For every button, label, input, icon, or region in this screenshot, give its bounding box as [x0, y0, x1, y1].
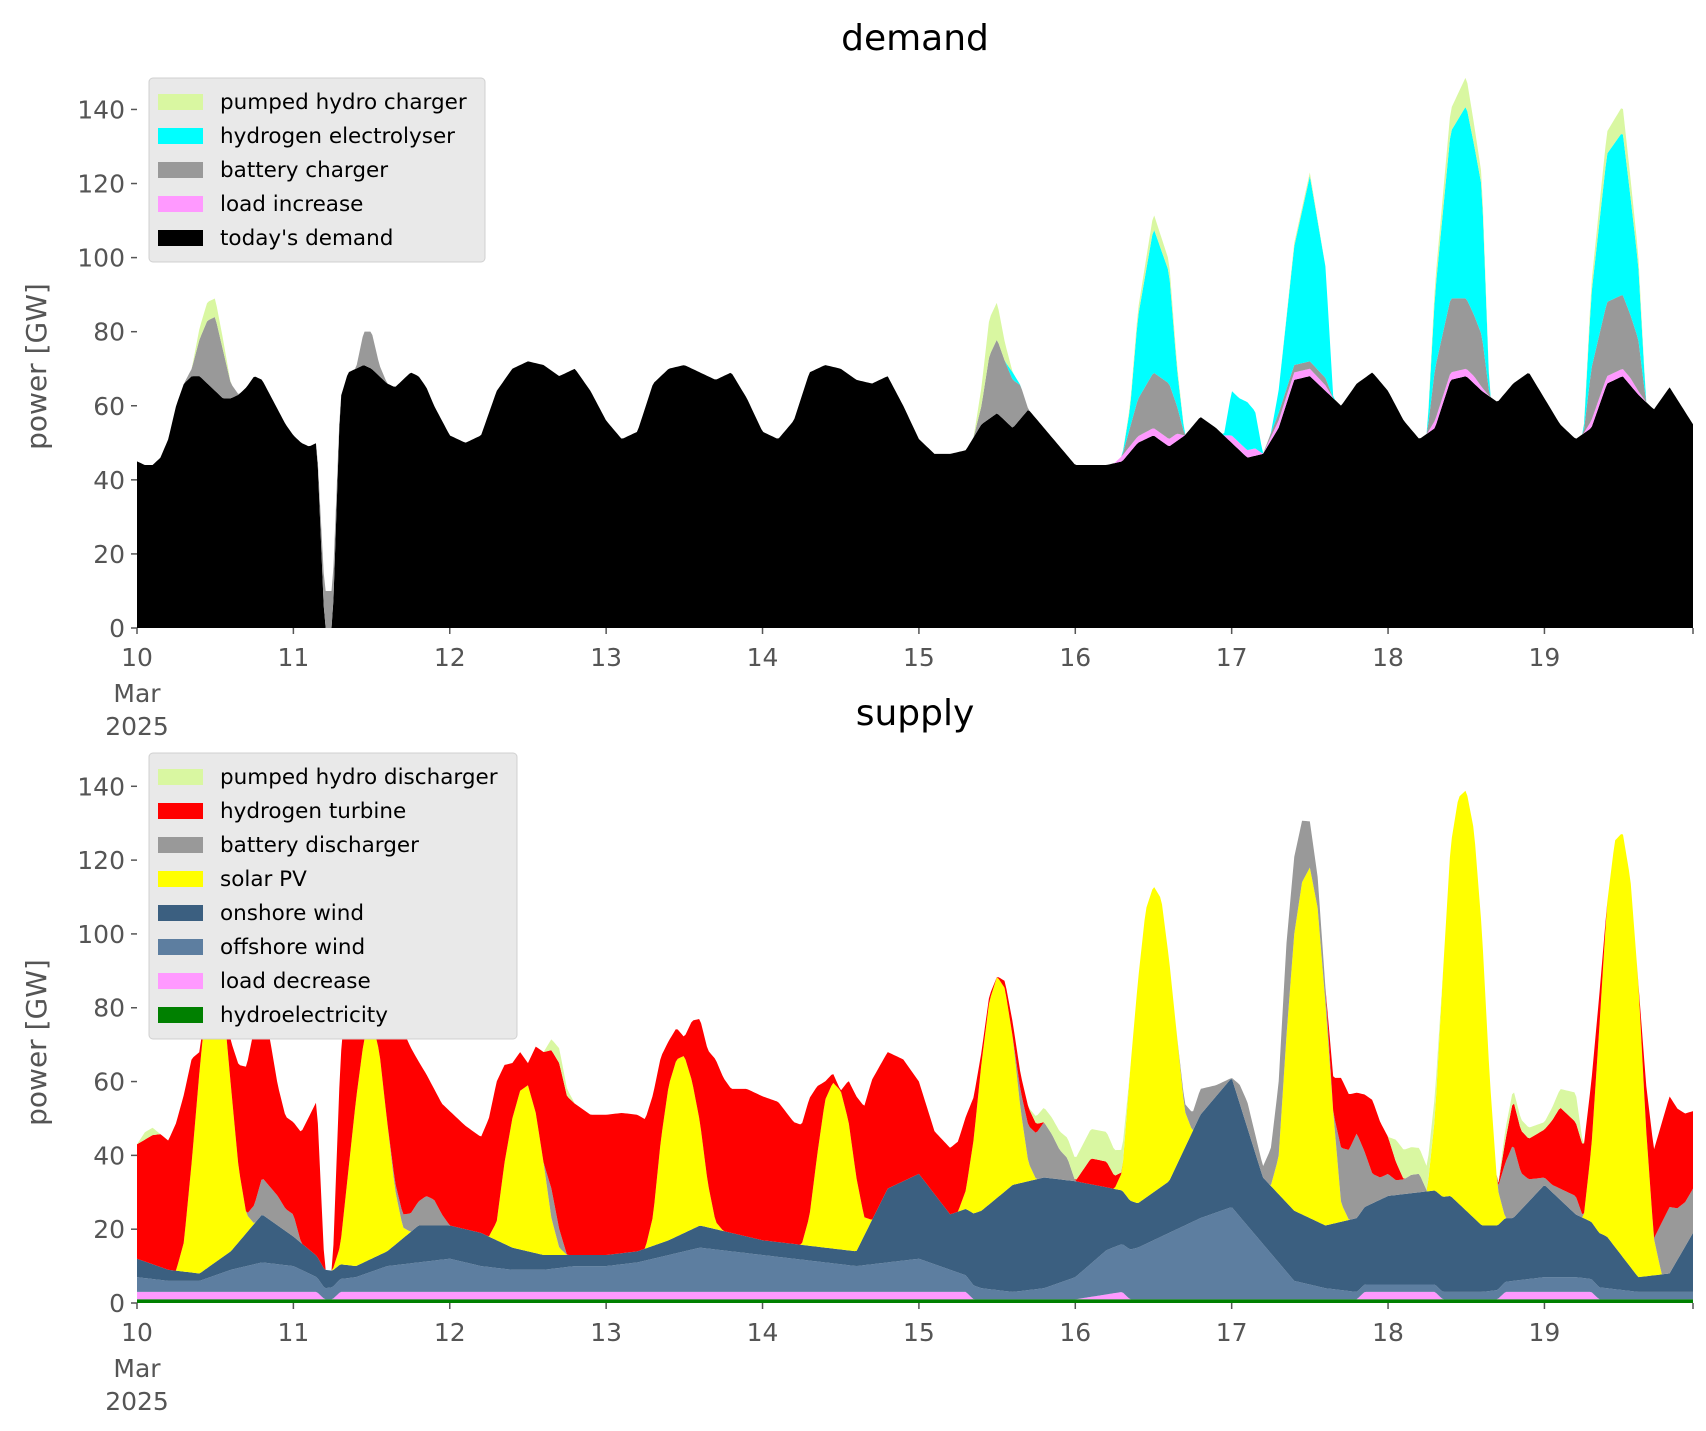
area-offshore-wind — [137, 1207, 1693, 1300]
x-tick-label: 14 — [747, 643, 779, 672]
x-tick-label: 12 — [434, 1318, 466, 1347]
y-tick-label: 40 — [93, 466, 125, 495]
y-tick-label: 60 — [93, 1068, 125, 1097]
x-tick-label: 19 — [1529, 1318, 1561, 1347]
legend-swatch-hydrogen-electrolyser — [158, 128, 203, 144]
legend-swatch-battery-discharger — [158, 837, 203, 853]
legend-label-today-s-demand: today's demand — [220, 226, 393, 251]
legend-label-hydroelectricity: hydroelectricity — [220, 1003, 388, 1028]
legend-label-solar-pv: solar PV — [220, 867, 307, 892]
y-tick-label: 60 — [93, 392, 125, 421]
legend-box — [148, 77, 486, 263]
legend-swatch-hydrogen-turbine — [158, 803, 203, 819]
x-tick-label: 11 — [277, 1318, 309, 1347]
chart-title: demand — [841, 18, 989, 59]
x-tick-sublabel: Mar — [113, 1354, 161, 1383]
x-tick-label: 18 — [1372, 643, 1404, 672]
x-tick-label: 10 — [121, 1318, 153, 1347]
area-load-decrease — [137, 1291, 1693, 1300]
y-tick-label: 80 — [93, 318, 125, 347]
x-tick-label: 15 — [903, 643, 935, 672]
legend-label-offshore-wind: offshore wind — [220, 935, 365, 960]
x-tick-sublabel: 2025 — [105, 712, 169, 741]
legend-label-hydrogen-electrolyser: hydrogen electrolyser — [220, 124, 455, 149]
area-layers — [137, 790, 1693, 1303]
legend-swatch-hydroelectricity — [158, 1007, 203, 1023]
legend-swatch-load-decrease — [158, 973, 203, 989]
x-tick-label: 13 — [590, 643, 622, 672]
x-tick-label: 16 — [1059, 1318, 1091, 1347]
y-tick-label: 140 — [77, 95, 125, 124]
legend-box — [148, 752, 518, 1040]
legend-label-onshore-wind: onshore wind — [220, 901, 364, 926]
legend-swatch-battery-charger — [158, 162, 203, 178]
legend-label-battery-charger: battery charger — [220, 158, 388, 183]
x-tick-label: 18 — [1372, 1318, 1404, 1347]
y-tick-label: 20 — [93, 540, 125, 569]
area-onshore-wind — [137, 1079, 1693, 1292]
legend-label-pumped-hydro-discharger: pumped hydro discharger — [220, 765, 498, 790]
legend-swatch-load-increase — [158, 196, 203, 212]
legend-swatch-today-s-demand — [158, 230, 203, 246]
x-tick-label: 10 — [121, 643, 153, 672]
area-layers — [137, 77, 1693, 628]
x-tick-label: 19 — [1529, 643, 1561, 672]
area-hydrogen-electrolyser — [137, 107, 1693, 591]
x-tick-sublabel: Mar — [113, 679, 161, 708]
x-tick-label: 17 — [1216, 1318, 1248, 1347]
y-tick-label: 120 — [77, 846, 125, 875]
y-tick-label: 140 — [77, 772, 125, 801]
y-tick-label: 0 — [109, 1289, 125, 1318]
area-hydrogen-turbine — [137, 790, 1693, 1271]
y-axis-label: power [GW] — [20, 959, 53, 1126]
x-tick-label: 14 — [747, 1318, 779, 1347]
legend-swatch-pumped-hydro-charger — [158, 94, 203, 110]
y-tick-label: 100 — [77, 920, 125, 949]
y-axis-label: power [GW] — [20, 283, 53, 450]
legend: pumped hydro discharger hydrogen turbine b… — [148, 752, 518, 1040]
legend: pumped hydro charger hydrogen electrolyse… — [148, 77, 486, 263]
legend-swatch-offshore-wind — [158, 939, 203, 955]
legend-label-pumped-hydro-charger: pumped hydro charger — [220, 90, 467, 115]
y-tick-label: 20 — [93, 1215, 125, 1244]
y-tick-label: 80 — [93, 994, 125, 1023]
x-tick-sublabel: 2025 — [105, 1387, 169, 1416]
y-tick-label: 0 — [109, 614, 125, 643]
chart-title: supply — [856, 693, 975, 734]
x-tick-label: 15 — [903, 1318, 935, 1347]
legend-swatch-solar-pv — [158, 871, 203, 887]
y-tick-label: 40 — [93, 1141, 125, 1170]
x-tick-label: 17 — [1216, 643, 1248, 672]
x-tick-label: 13 — [590, 1318, 622, 1347]
legend-label-load-increase: load increase — [220, 192, 363, 217]
area-solar-pv — [137, 790, 1693, 1278]
x-tick-label: 11 — [277, 643, 309, 672]
y-tick-label: 100 — [77, 244, 125, 273]
area-battery-discharger — [137, 790, 1693, 1275]
area-today-s-demand — [137, 361, 1693, 628]
legend-label-load-decrease: load decrease — [220, 969, 371, 994]
area-hydroelectricity — [137, 1299, 1693, 1303]
legend-label-hydrogen-turbine: hydrogen turbine — [220, 799, 406, 824]
legend-swatch-pumped-hydro-discharger — [158, 769, 203, 785]
x-tick-label: 12 — [434, 643, 466, 672]
demand-chart: demand power [GW] 0 20 40 60 80 100 120 140 10 Mar 2… — [20, 18, 1694, 741]
supply-chart: supply power [GW] 0 20 40 60 80 100 120 140 10 Mar 2… — [20, 693, 1694, 1416]
x-tick-label: 16 — [1059, 643, 1091, 672]
y-tick-label: 120 — [77, 170, 125, 199]
legend-label-battery-discharger: battery discharger — [220, 833, 419, 858]
legend-swatch-onshore-wind — [158, 905, 203, 921]
